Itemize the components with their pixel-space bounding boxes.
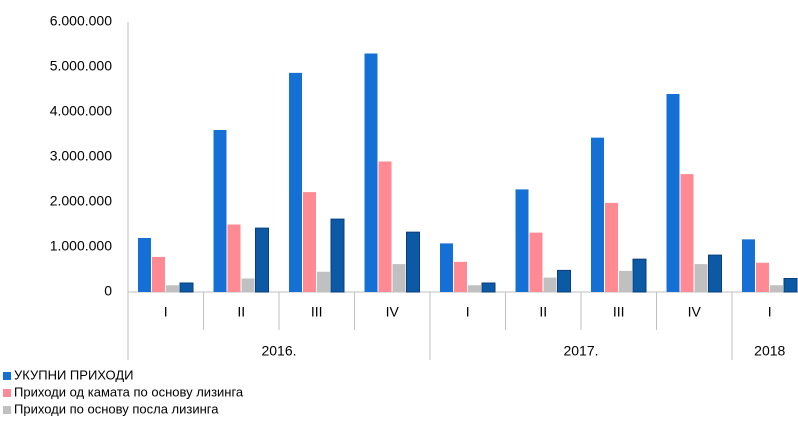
bar	[213, 130, 227, 292]
x-tick-label: II	[237, 304, 245, 320]
bar	[557, 269, 571, 293]
bar	[591, 137, 604, 292]
bar	[708, 254, 722, 293]
bar	[605, 202, 618, 292]
bar	[529, 232, 543, 292]
x-tick-label: IV	[688, 304, 702, 320]
x-tick-label: I	[768, 304, 772, 320]
bar	[742, 239, 755, 292]
bar	[619, 270, 632, 292]
bar	[227, 224, 241, 292]
x-tick-label: I	[466, 304, 470, 320]
x-group-label: 2016.	[261, 343, 296, 359]
x-group-label: 2017.	[563, 343, 598, 359]
legend-swatch	[3, 372, 11, 380]
bar	[770, 285, 783, 292]
x-tick-label: II	[539, 304, 547, 320]
bar	[515, 189, 529, 292]
x-tick-label: I	[164, 304, 168, 320]
legend-swatch	[3, 406, 11, 414]
bar	[440, 243, 453, 292]
legend-label: Приходи по основу посла лизинга	[14, 401, 219, 416]
bar	[255, 227, 269, 293]
bar	[454, 261, 467, 292]
x-tick-label: III	[311, 304, 323, 320]
bar	[406, 231, 420, 293]
y-tick-label: 1.000.000	[50, 238, 112, 254]
bar	[166, 285, 179, 292]
bar	[317, 271, 330, 292]
bar	[392, 264, 406, 292]
legend-label: Приходи од камата по основу лизинга	[14, 384, 244, 399]
bar	[632, 258, 647, 293]
y-tick-label: 2.000.000	[50, 193, 112, 209]
bar	[179, 282, 194, 293]
bar	[152, 256, 165, 292]
y-tick-label: 3.000.000	[50, 148, 112, 164]
legend-swatch	[3, 389, 11, 397]
bar	[241, 278, 255, 292]
y-tick-label: 5.000.000	[50, 58, 112, 74]
bar	[783, 278, 798, 293]
x-tick-label: IV	[386, 304, 400, 320]
bar	[756, 262, 769, 292]
bar	[694, 264, 708, 292]
y-tick-label: 4.000.000	[50, 103, 112, 119]
bar	[543, 277, 557, 292]
bar	[138, 238, 151, 292]
bar	[364, 53, 378, 292]
bar	[289, 72, 302, 292]
bar	[468, 285, 481, 292]
bar	[303, 192, 316, 292]
y-tick-label: 0	[104, 283, 112, 299]
x-tick-label: III	[613, 304, 625, 320]
bar	[330, 218, 345, 293]
x-group-label: 2018	[754, 343, 785, 359]
bar	[481, 282, 496, 293]
y-tick-label: 6.000.000	[50, 13, 112, 29]
bar	[378, 161, 392, 292]
bar	[666, 94, 680, 292]
legend-label: УКУПНИ ПРИХОДИ	[14, 367, 134, 382]
bar	[680, 174, 694, 292]
